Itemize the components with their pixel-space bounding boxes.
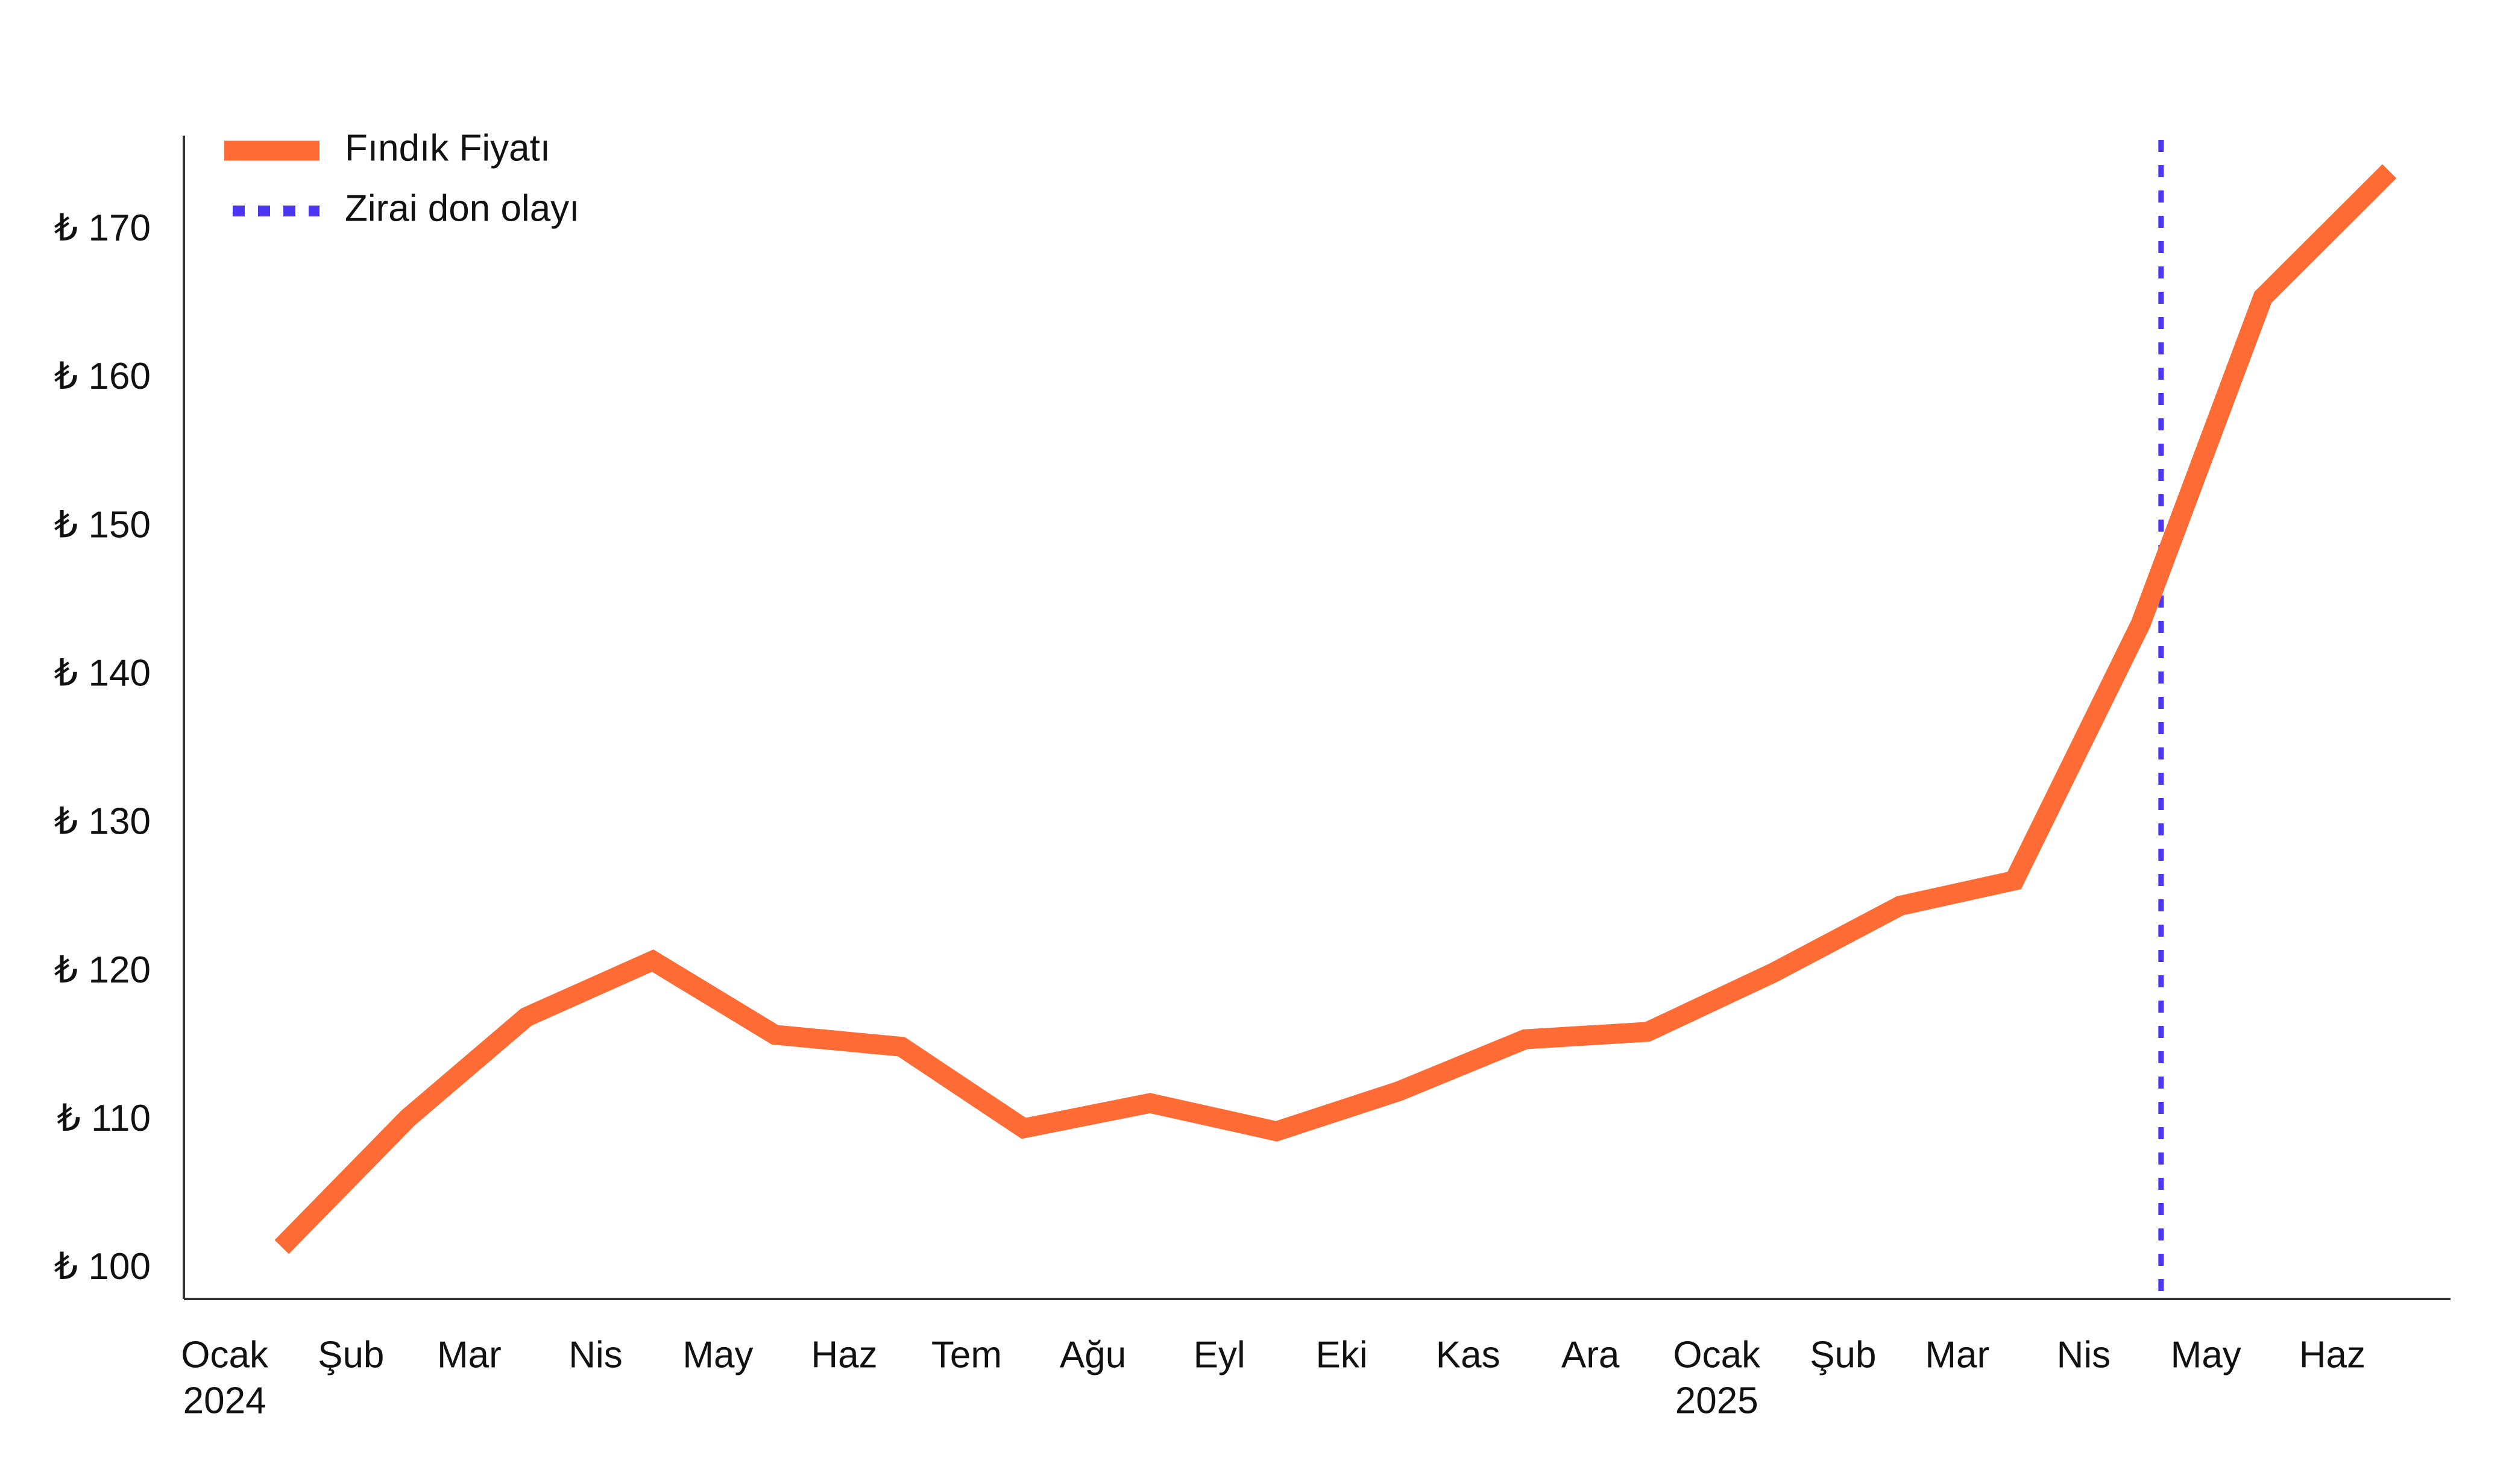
x-tick-label-3: Mar [437,1334,502,1376]
x-tick-label-11: Kas [1436,1334,1500,1376]
x-tick-label-9: Eyl [1194,1334,1245,1376]
x-tick-label-13-year: 2025 [1675,1380,1758,1421]
x-tick-label-5: May [682,1334,753,1376]
x-tick-label-7: Tem [931,1334,1002,1376]
y-tick-label-100: ₺ 100 [54,1246,151,1287]
y-tick-label-160: ₺ 160 [54,356,151,397]
x-tick-label-18: Haz [2299,1334,2366,1376]
x-tick-label-17: May [2171,1334,2241,1376]
y-tick-label-150: ₺ 150 [54,504,151,545]
x-tick-label-12: Ara [1561,1334,1620,1376]
plot-area: ₺ 100 ₺ 110 ₺ 120 ₺ 130 ₺ 140 ₺ 150 ₺ 160 ₺ 170… [54,136,2451,1421]
x-tick-label-16: Nis [2057,1334,2111,1376]
x-tick-label-8: Ağu [1060,1334,1126,1376]
legend-label-findik-fiyati: Fındık Fiyatı [345,127,550,169]
y-axis-ticks: ₺ 100 ₺ 110 ₺ 120 ₺ 130 ₺ 140 ₺ 150 ₺ 160 ₺ 170 [54,207,151,1287]
y-tick-label-110: ₺ 110 [57,1098,151,1139]
y-tick-label-130: ₺ 130 [54,801,151,843]
series-lines [274,164,2397,1254]
y-tick-label-120: ₺ 120 [54,949,151,991]
x-tick-label-14: Şub [1810,1334,1876,1376]
x-tick-label-10: Eki [1316,1334,1368,1376]
x-tick-label-13: Ocak [1673,1334,1761,1376]
x-tick-label-1: Ocak [181,1334,269,1376]
x-tick-label-6: Haz [811,1334,877,1376]
y-tick-label-140: ₺ 140 [54,652,151,694]
y-tick-label-170: ₺ 170 [54,207,151,249]
legend: Fındık Fiyatı Zirai don olayı [224,127,579,229]
x-tick-label-1-year: 2024 [183,1380,266,1421]
x-tick-label-4: Nis [568,1334,623,1376]
legend-label-zirai-don-olayi: Zirai don olayı [345,187,579,229]
x-tick-label-15: Mar [1925,1334,1989,1376]
x-tick-label-2: Şub [318,1334,384,1376]
series-line-findik-fiyati [274,164,2397,1254]
